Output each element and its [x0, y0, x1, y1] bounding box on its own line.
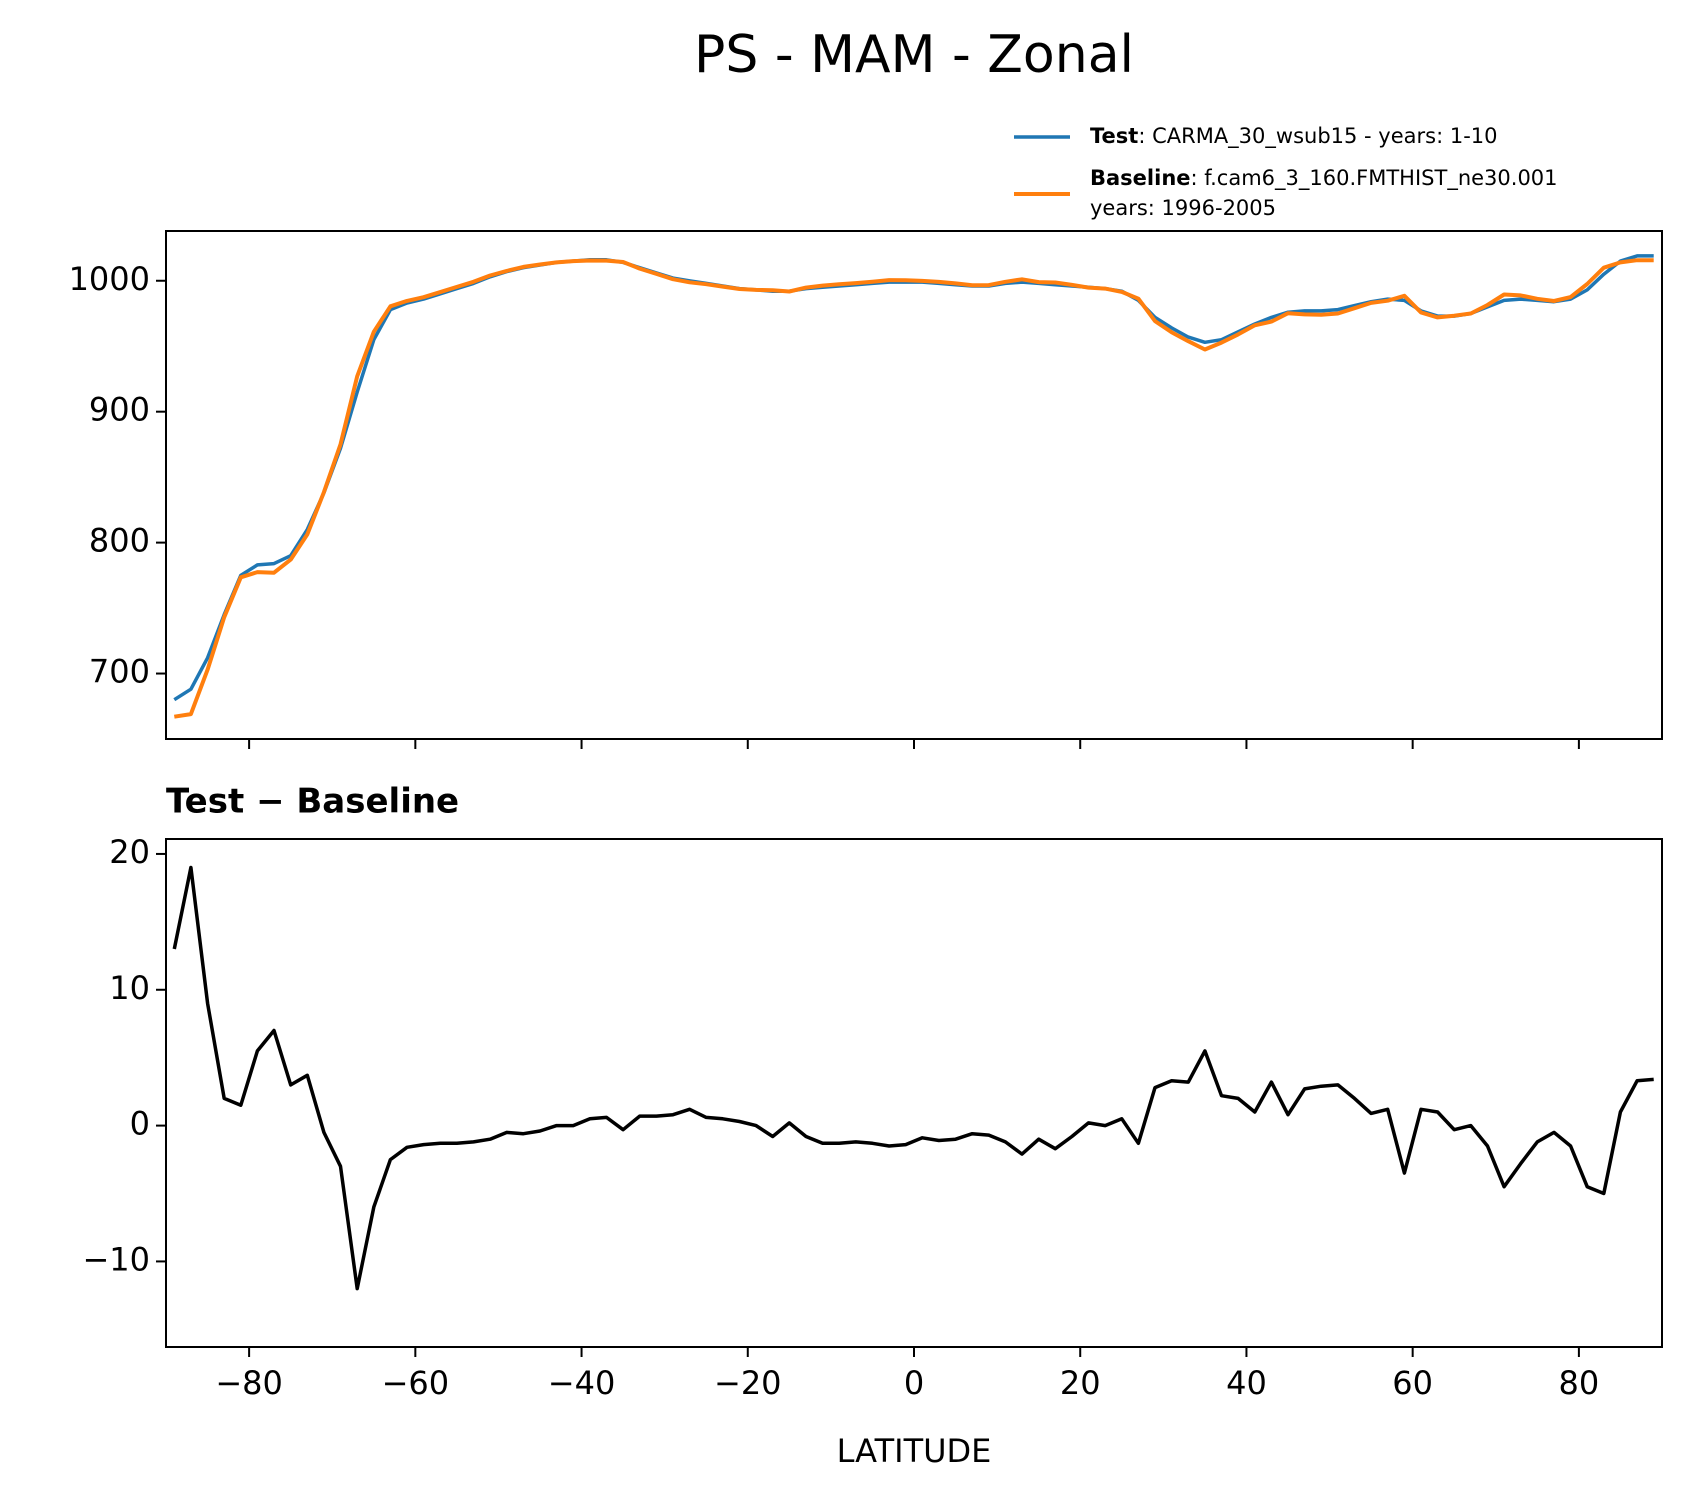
series-line — [172, 865, 1654, 1291]
x-tick-label: 20 — [1060, 1364, 1101, 1402]
legend-detail: years: 1996-2005 — [1090, 196, 1276, 220]
legend-entry: Baseline: f.cam6_3_160.FMTHIST_ne30.001 — [1090, 166, 1558, 191]
x-tick-label: 60 — [1392, 1364, 1433, 1402]
x-tick-label: 0 — [904, 1364, 924, 1402]
y-tick-label: 700 — [89, 653, 150, 691]
x-tick-label: 80 — [1559, 1364, 1600, 1402]
x-tick-label: −80 — [215, 1364, 283, 1402]
legend-name: Test — [1090, 124, 1138, 148]
y-tick-label: 800 — [89, 522, 150, 560]
plot-frame — [165, 838, 1663, 1348]
legend-entry: Test: CARMA_30_wsub15 - years: 1-10 — [1090, 124, 1498, 149]
legend-detail: : CARMA_30_wsub15 - years: 1-10 — [1138, 124, 1497, 149]
x-tick-label: −60 — [382, 1364, 450, 1402]
y-tick-label: 1000 — [69, 260, 150, 298]
series-line — [173, 258, 1654, 719]
y-tick-label: 20 — [109, 833, 150, 871]
x-tick-label: −20 — [714, 1364, 782, 1402]
x-tick-label: 40 — [1226, 1364, 1267, 1402]
figure-title: PS - MAM - Zonal — [694, 25, 1134, 85]
x-axis-label: LATITUDE — [837, 1432, 992, 1470]
subplot-title: Test − Baseline — [166, 782, 459, 822]
legend-detail: : f.cam6_3_160.FMTHIST_ne30.001 — [1191, 166, 1558, 191]
y-tick-label: 900 — [89, 391, 150, 429]
y-tick-label: −10 — [82, 1240, 150, 1278]
legend-name: Baseline — [1090, 166, 1191, 190]
plot-frame — [165, 230, 1663, 740]
y-tick-label: 10 — [109, 969, 150, 1007]
x-tick-label: −40 — [548, 1364, 616, 1402]
y-tick-label: 0 — [130, 1105, 150, 1143]
